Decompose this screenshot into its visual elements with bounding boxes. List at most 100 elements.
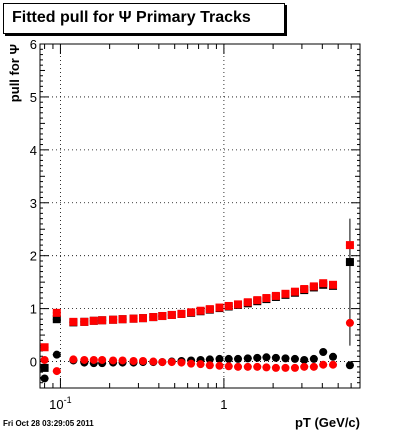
data-point-square xyxy=(309,282,318,291)
data-point-square xyxy=(215,303,224,312)
data-point-square xyxy=(177,309,186,318)
data-point-square xyxy=(345,258,354,267)
data-point-circle xyxy=(243,354,252,363)
data-point-square xyxy=(69,317,78,326)
data-point-square xyxy=(271,291,280,300)
data-point-circle xyxy=(139,357,148,366)
tick-labels: 0 1 2 3 4 5 6 10-1 1 xyxy=(30,37,228,412)
data-point-circle xyxy=(319,360,328,369)
data-point-square xyxy=(89,316,98,325)
data-point-circle xyxy=(309,362,318,371)
data-point-circle xyxy=(290,354,299,363)
data-point-circle xyxy=(262,363,271,372)
data-point-circle xyxy=(253,362,262,371)
data-point-square xyxy=(262,294,271,303)
data-point-square xyxy=(345,241,354,250)
data-point-circle xyxy=(158,358,167,367)
y-tick-label: 6 xyxy=(30,37,37,52)
data-point-circle xyxy=(329,352,338,361)
data-point-circle xyxy=(262,353,271,362)
data-point-square xyxy=(109,315,118,324)
data-point-circle xyxy=(80,355,89,364)
data-point-square xyxy=(205,305,214,314)
data-point-square xyxy=(329,280,338,289)
data-point-circle xyxy=(129,357,138,366)
data-point-square xyxy=(167,310,176,319)
data-point-circle xyxy=(215,354,224,363)
data-point-circle xyxy=(271,353,280,362)
data-point-circle xyxy=(253,353,262,362)
data-point-circle xyxy=(89,355,98,364)
data-point-circle xyxy=(224,362,233,371)
data-point-square xyxy=(187,308,196,317)
y-tick-label: 5 xyxy=(30,90,37,105)
data-point-circle xyxy=(281,363,290,372)
y-tick-label: 0 xyxy=(30,355,37,370)
data-point-circle xyxy=(234,362,243,371)
data-point-square xyxy=(319,279,328,288)
data-point-circle xyxy=(224,354,233,363)
data-point-square xyxy=(253,296,262,305)
data-point-circle xyxy=(243,362,252,371)
data-point-circle xyxy=(319,348,328,357)
data-point-circle xyxy=(271,363,280,372)
y-tick-label: 1 xyxy=(30,302,37,317)
data-point-square xyxy=(40,363,49,372)
data-point-circle xyxy=(52,350,61,359)
plot-frame xyxy=(39,43,361,389)
y-axis-label: pull for Ψ xyxy=(7,44,22,102)
data-point-square xyxy=(98,316,107,325)
data-point-square xyxy=(234,300,243,309)
data-point-circle xyxy=(281,354,290,363)
data-point-circle xyxy=(98,355,107,364)
data-point-square xyxy=(80,317,89,326)
x-tick-label: 10-1 xyxy=(49,395,71,412)
data-point-square xyxy=(290,287,299,296)
data-point-circle xyxy=(345,318,354,327)
data-point-square xyxy=(52,308,61,317)
data-point-square xyxy=(158,312,167,321)
data-point-circle xyxy=(109,356,118,365)
data-point-circle xyxy=(177,358,186,367)
data-point-circle xyxy=(40,355,49,364)
data-point-circle xyxy=(345,361,354,370)
data-point-square xyxy=(40,343,49,352)
data-point-circle xyxy=(215,361,224,370)
data-point-circle xyxy=(40,374,49,383)
title-box: Fitted pull for Ψ Primary Tracks xyxy=(3,3,285,34)
data-point-circle xyxy=(290,363,299,372)
data-point-square xyxy=(129,314,138,323)
data-point-circle xyxy=(196,360,205,369)
data-point-circle xyxy=(329,360,338,369)
data-point-circle xyxy=(187,359,196,368)
data-point-circle xyxy=(52,367,61,376)
data-point-circle xyxy=(149,357,158,366)
grid xyxy=(40,43,360,388)
data-point-square xyxy=(281,289,290,298)
y-tick-label: 2 xyxy=(30,249,37,264)
footer-date: Fri Oct 28 03:29:05 2011 xyxy=(3,419,94,428)
data-point-circle xyxy=(118,356,127,365)
axis-ticks xyxy=(40,43,360,389)
data-point-circle xyxy=(300,362,309,371)
data-point-circle xyxy=(205,361,214,370)
data-point-circle xyxy=(309,354,318,363)
x-axis-label: pT (GeV/c) xyxy=(295,415,360,430)
data-point-square xyxy=(139,314,148,323)
data-point-square xyxy=(52,315,61,324)
y-tick-label: 3 xyxy=(30,196,37,211)
data-point-circle xyxy=(300,355,309,364)
data-point-circle xyxy=(234,354,243,363)
data-point-circle xyxy=(167,358,176,367)
data-point-square xyxy=(300,285,309,294)
data-point-square xyxy=(243,298,252,307)
data-markers xyxy=(40,241,354,383)
x-tick-label: 1 xyxy=(220,397,227,412)
data-point-square xyxy=(196,306,205,315)
data-point-square xyxy=(149,313,158,322)
data-point-circle xyxy=(205,355,214,364)
data-point-square xyxy=(118,315,127,324)
data-point-square xyxy=(224,301,233,310)
chart-title: Fitted pull for Ψ Primary Tracks xyxy=(12,9,251,26)
